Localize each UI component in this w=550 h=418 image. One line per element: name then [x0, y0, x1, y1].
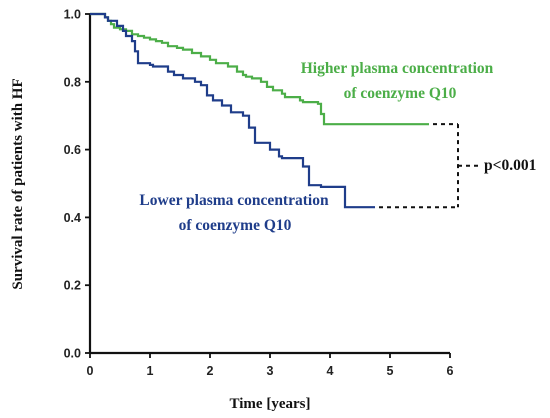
series-label-higher-line1: Higher plasma concentration	[301, 60, 494, 77]
x-tick-label: 6	[447, 364, 454, 378]
x-tick-label: 3	[267, 364, 274, 378]
series-line-lower	[90, 12, 375, 209]
y-tick-label: 0.0	[64, 347, 81, 361]
y-axis-title: Survival rate of patients with HF	[10, 78, 26, 289]
x-tick-label: 5	[387, 364, 394, 378]
y-tick-label: 0.8	[64, 75, 81, 89]
x-tick-label: 1	[147, 364, 154, 378]
x-tick-label: 2	[207, 364, 214, 378]
p-value-label: p<0.001	[484, 157, 536, 174]
series-lines	[90, 12, 429, 209]
p-value-bracket	[379, 123, 478, 209]
x-tick-label: 0	[87, 364, 94, 378]
y-tick-label: 0.6	[64, 143, 81, 157]
y-tick-label: 1.0	[64, 8, 81, 22]
y-tick-label: 0.2	[64, 279, 81, 293]
series-label-lower-line2: of coenzyme Q10	[179, 217, 292, 234]
series-label-higher-line2: of coenzyme Q10	[344, 85, 457, 102]
ticks: 0 1 2 3 4 5 6 0.0 0.2 0.4 0.6 0.8 1.0	[64, 8, 454, 379]
series-label-lower-line1: Lower plasma concentration	[139, 192, 329, 209]
y-tick-label: 0.4	[64, 211, 81, 225]
x-axis-title: Time [years]	[230, 396, 311, 412]
x-tick-label: 4	[327, 364, 334, 378]
